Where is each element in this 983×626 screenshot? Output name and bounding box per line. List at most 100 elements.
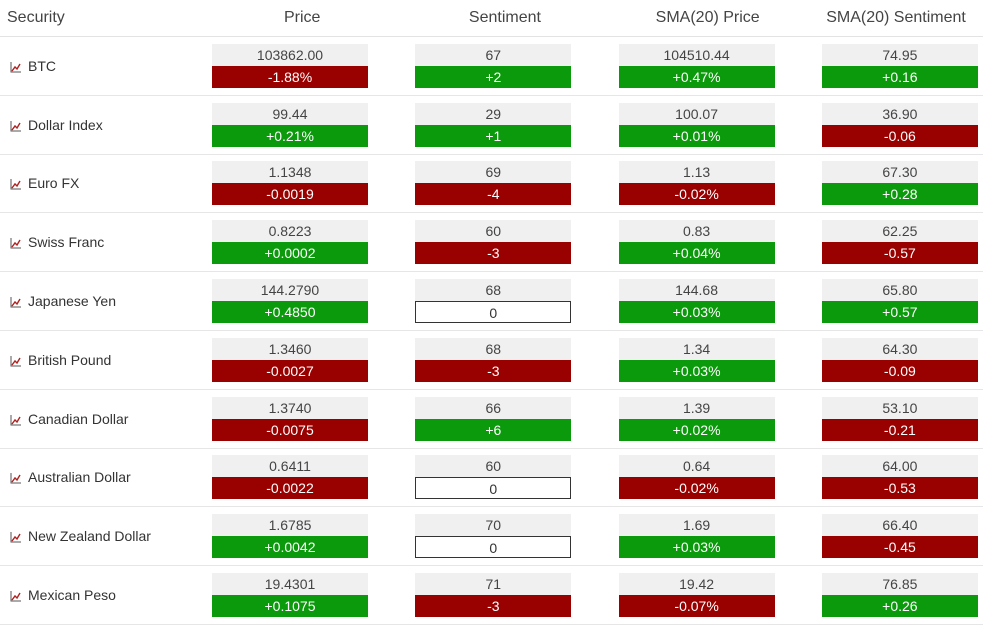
sma-sentiment-change: -0.45 bbox=[821, 536, 978, 559]
header-sentiment[interactable]: Sentiment bbox=[468, 9, 541, 26]
price-cell: 144.2790 +0.4850 bbox=[212, 279, 368, 324]
sma-price-value: 104510.44 bbox=[618, 43, 775, 66]
table-row[interactable]: Euro FX 1.1348 -0.0019 69 -4 1.13 -0.02% 67.30 +… bbox=[0, 155, 983, 214]
sentiment-value: 71 bbox=[415, 573, 572, 596]
table-header: Security Price Sentiment SMA(20) Price S… bbox=[0, 0, 983, 37]
table-row[interactable]: New Zealand Dollar 1.6785 +0.0042 70 0 1.69 +0… bbox=[0, 507, 983, 567]
sentiment-cell: 60 0 bbox=[415, 455, 572, 500]
table-body: BTC 103862.00 -1.88% 67 +2 104510.44 +0.47% 74.… bbox=[0, 37, 983, 625]
security-cell[interactable]: Canadian Dollar bbox=[0, 411, 212, 427]
security-name[interactable]: British Pound bbox=[28, 351, 112, 368]
sma-sentiment-cell: 76.85 +0.26 bbox=[821, 573, 978, 618]
line-chart-icon[interactable] bbox=[10, 589, 22, 602]
header-sma-price[interactable]: SMA(20) Price bbox=[655, 9, 760, 26]
sentiment-value: 29 bbox=[415, 102, 572, 125]
sma-price-value: 1.13 bbox=[618, 161, 775, 184]
security-cell[interactable]: Australian Dollar bbox=[0, 469, 212, 485]
sma-price-cell: 1.13 -0.02% bbox=[618, 161, 775, 206]
line-chart-icon[interactable] bbox=[10, 530, 22, 543]
sma-price-change: +0.02% bbox=[618, 418, 775, 441]
sma-price-value: 1.34 bbox=[618, 337, 775, 360]
table-row[interactable]: Canadian Dollar 1.3740 -0.0075 66 +6 1.39 +0.0… bbox=[0, 390, 983, 449]
security-name[interactable]: Canadian Dollar bbox=[28, 410, 129, 427]
security-name[interactable]: New Zealand Dollar bbox=[28, 528, 151, 545]
sma-sentiment-cell: 53.10 -0.21 bbox=[821, 396, 978, 441]
sentiment-cell: 71 -3 bbox=[415, 573, 572, 618]
line-chart-icon[interactable] bbox=[10, 354, 22, 367]
security-cell[interactable]: Japanese Yen bbox=[0, 293, 212, 309]
header-sma-sentiment[interactable]: SMA(20) Sentiment bbox=[826, 9, 966, 26]
sma-price-value: 1.39 bbox=[618, 396, 775, 419]
table-row[interactable]: Dollar Index 99.44 +0.21% 29 +1 100.07 +0.01% 3… bbox=[0, 96, 983, 155]
price-cell: 99.44 +0.21% bbox=[212, 102, 368, 147]
sentiment-change: -3 bbox=[415, 359, 572, 382]
price-cell: 103862.00 -1.88% bbox=[212, 43, 368, 88]
sma-sentiment-cell: 62.25 -0.57 bbox=[821, 220, 978, 265]
line-chart-icon[interactable] bbox=[10, 119, 22, 132]
security-name[interactable]: Mexican Peso bbox=[28, 587, 116, 604]
price-value: 1.3460 bbox=[212, 337, 368, 360]
sma-price-cell: 100.07 +0.01% bbox=[618, 102, 775, 147]
sentiment-value: 66 bbox=[415, 396, 572, 419]
table-row[interactable]: Japanese Yen 144.2790 +0.4850 68 0 144.68 +0.0… bbox=[0, 272, 983, 331]
line-chart-icon[interactable] bbox=[10, 295, 22, 308]
sentiment-change: 0 bbox=[415, 477, 572, 500]
security-name[interactable]: Euro FX bbox=[28, 175, 80, 192]
line-chart-icon[interactable] bbox=[10, 177, 22, 190]
price-cell: 1.3460 -0.0027 bbox=[212, 337, 368, 382]
sentiment-change: 0 bbox=[415, 536, 572, 559]
sentiment-change: -3 bbox=[415, 595, 572, 618]
security-cell[interactable]: Swiss Franc bbox=[0, 234, 212, 250]
table-row[interactable]: Mexican Peso 19.4301 +0.1075 71 -3 19.42 -0.07… bbox=[0, 566, 983, 625]
sentiment-value: 60 bbox=[415, 220, 572, 243]
price-value: 1.6785 bbox=[212, 514, 368, 537]
sma-sentiment-cell: 74.95 +0.16 bbox=[821, 43, 978, 88]
line-chart-icon[interactable] bbox=[10, 60, 22, 73]
security-cell[interactable]: Mexican Peso bbox=[0, 587, 212, 603]
sentiment-value: 70 bbox=[415, 514, 572, 537]
sma-price-value: 19.42 bbox=[618, 573, 775, 596]
table-row[interactable]: British Pound 1.3460 -0.0027 68 -3 1.34 +0.03%… bbox=[0, 331, 983, 390]
sma-price-cell: 1.39 +0.02% bbox=[618, 396, 775, 441]
price-value: 1.3740 bbox=[212, 396, 368, 419]
sma-price-cell: 0.64 -0.02% bbox=[618, 455, 775, 500]
sma-sentiment-value: 66.40 bbox=[821, 514, 978, 537]
header-security[interactable]: Security bbox=[7, 9, 65, 26]
security-cell[interactable]: Dollar Index bbox=[0, 117, 212, 133]
line-chart-icon[interactable] bbox=[10, 413, 22, 426]
security-name[interactable]: Australian Dollar bbox=[28, 469, 131, 486]
sma-price-change: -0.02% bbox=[618, 477, 775, 500]
security-cell[interactable]: New Zealand Dollar bbox=[0, 528, 212, 544]
line-chart-icon[interactable] bbox=[10, 236, 22, 249]
security-name[interactable]: Dollar Index bbox=[28, 116, 103, 133]
table-row[interactable]: BTC 103862.00 -1.88% 67 +2 104510.44 +0.47% 74.… bbox=[0, 37, 983, 96]
sma-sentiment-value: 53.10 bbox=[821, 396, 978, 419]
price-change: -0.0019 bbox=[212, 183, 368, 206]
table-row[interactable]: Australian Dollar 0.6411 -0.0022 60 0 0.64 -0.… bbox=[0, 449, 983, 508]
table-row[interactable]: Swiss Franc 0.8223 +0.0002 60 -3 0.83 +0.04% 62… bbox=[0, 213, 983, 273]
security-cell[interactable]: Euro FX bbox=[0, 175, 212, 191]
sma-price-cell: 1.34 +0.03% bbox=[618, 337, 775, 382]
header-price[interactable]: Price bbox=[283, 9, 321, 26]
sentiment-change: +2 bbox=[415, 65, 572, 88]
security-name[interactable]: BTC bbox=[28, 57, 56, 74]
price-change: +0.0042 bbox=[212, 536, 368, 559]
sma-price-change: +0.03% bbox=[618, 301, 775, 324]
price-value: 0.8223 bbox=[212, 220, 368, 243]
sentiment-value: 60 bbox=[415, 455, 572, 478]
price-cell: 0.6411 -0.0022 bbox=[212, 455, 368, 500]
sentiment-value: 69 bbox=[415, 161, 572, 184]
sma-price-cell: 0.83 +0.04% bbox=[618, 220, 775, 265]
sma-sentiment-cell: 64.30 -0.09 bbox=[821, 337, 978, 382]
security-name[interactable]: Japanese Yen bbox=[28, 293, 116, 310]
sma-sentiment-change: -0.21 bbox=[821, 418, 978, 441]
price-change: +0.21% bbox=[212, 124, 368, 147]
sma-price-value: 144.68 bbox=[618, 279, 775, 302]
sma-sentiment-cell: 67.30 +0.28 bbox=[821, 161, 978, 206]
security-cell[interactable]: British Pound bbox=[0, 352, 212, 368]
security-cell[interactable]: BTC bbox=[0, 58, 212, 74]
security-name[interactable]: Swiss Franc bbox=[28, 234, 105, 251]
line-chart-icon[interactable] bbox=[10, 471, 22, 484]
price-value: 1.1348 bbox=[212, 161, 368, 184]
sentiment-change: +6 bbox=[415, 418, 572, 441]
